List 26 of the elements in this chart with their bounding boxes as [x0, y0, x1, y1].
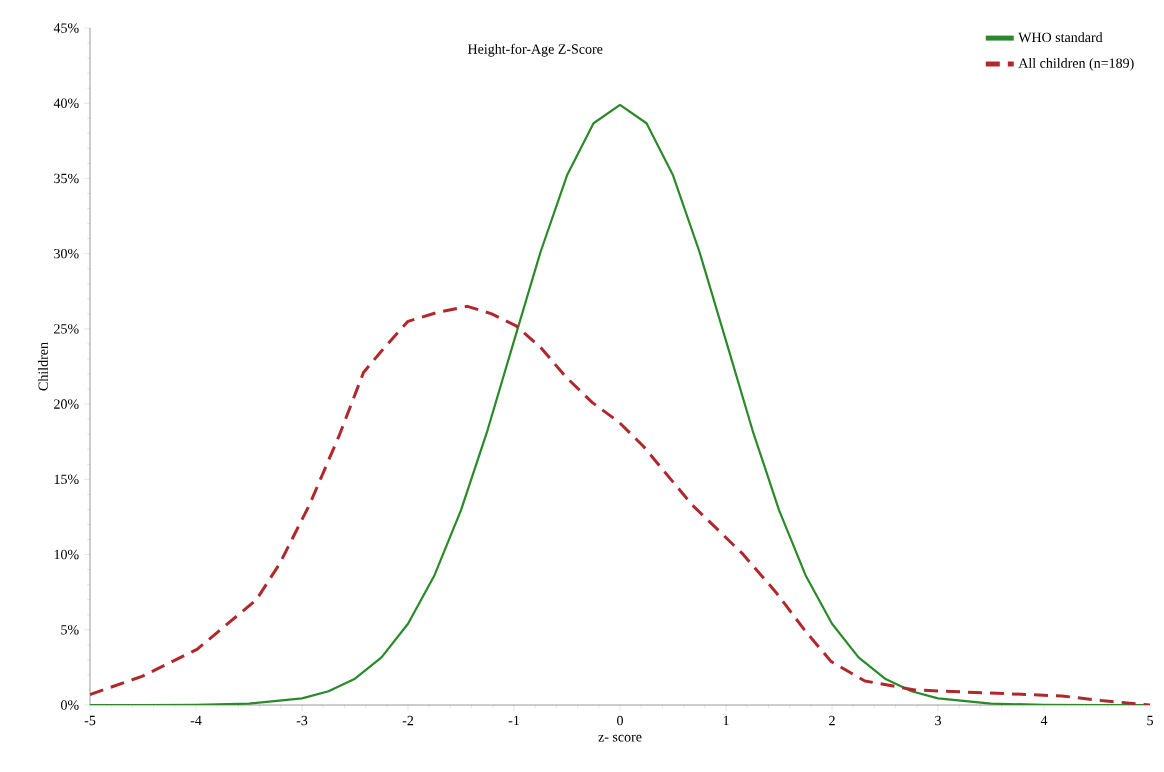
x-tick-label: -3	[296, 715, 308, 726]
x-tick-label: 5	[1147, 715, 1153, 726]
x-tick-label: -2	[402, 715, 414, 726]
x-tick-label: 3	[935, 715, 941, 726]
x-tick-label: -5	[84, 715, 96, 726]
x-tick-label: 1	[723, 715, 729, 726]
x-tick-label: 0	[617, 715, 623, 726]
y-tick-label: 15%	[54, 474, 79, 485]
y-tick-label: 25%	[54, 324, 79, 334]
x-tick-label: 2	[829, 715, 835, 726]
y-tick-label: 20%	[54, 399, 79, 409]
y-tick-label: 0%	[61, 700, 79, 710]
y-tick-label: 5%	[61, 625, 79, 635]
legend-label: WHO standard	[1018, 32, 1103, 43]
y-axis-title: Children	[38, 342, 48, 391]
x-axis-title: z- score	[598, 734, 642, 742]
x-tick-label: 4	[1040, 715, 1048, 726]
legend-label: All children (n=189)	[1018, 58, 1134, 71]
text: Height-for-Age Z-Score	[467, 43, 603, 57]
y-tick-label: 35%	[54, 173, 79, 184]
y-tick-label: 10%	[54, 549, 79, 560]
x-tick-label: -1	[508, 715, 520, 726]
y-tick-label: 40%	[53, 98, 79, 108]
y-tick-label: 45%	[53, 23, 79, 33]
y-tick-label: 30%	[54, 248, 79, 259]
x-tick-label: -4	[190, 715, 202, 726]
